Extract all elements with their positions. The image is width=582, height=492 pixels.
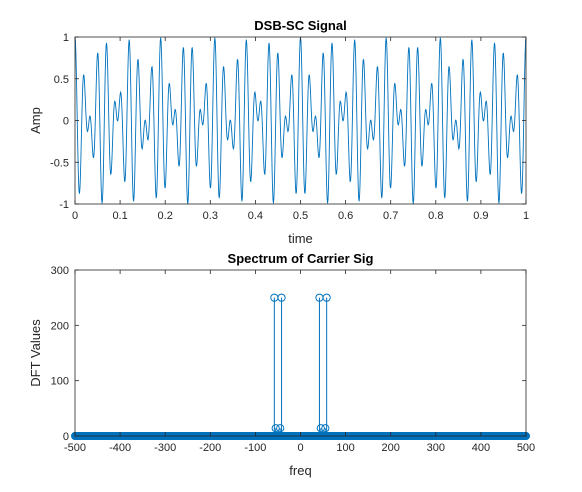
signal-plot-area (75, 37, 526, 204)
1-xtick-label: 0 (297, 442, 303, 454)
1-xtick-label: 100 (336, 442, 354, 454)
1-ytick-label: 100 (51, 376, 69, 388)
1-ytick-label: 0 (63, 431, 69, 443)
0-xtick-label: 0.8 (428, 210, 443, 222)
1-xtick-label: 500 (517, 442, 535, 454)
1-xtick-label: -300 (154, 442, 176, 454)
0-xtick-label: 0.5 (293, 210, 308, 222)
0-xtick-label: 0 (72, 210, 78, 222)
signal-title: DSB-SC Signal (254, 18, 346, 33)
0-ytick-label: 0 (63, 116, 69, 128)
0-xtick-label: 0.3 (203, 210, 218, 222)
spectrum-plot-box (74, 269, 527, 437)
spectrum-title: Spectrum of Carrier Sig (228, 251, 374, 266)
1-ytick-label: 300 (51, 265, 69, 277)
spectrum-stem-marker (316, 424, 325, 433)
1-xtick-label: -200 (199, 442, 221, 454)
spectrum-xlabel: freq (289, 463, 311, 478)
0-ytick-label: -1 (59, 199, 69, 211)
0-xtick-label: 0.1 (112, 210, 127, 222)
spectrum-stem-marker (271, 424, 280, 433)
signal-plot-box (74, 36, 527, 205)
spectrum-stem-marker (276, 424, 285, 433)
spectrum-plot-area (75, 270, 526, 436)
1-xtick-label: -100 (244, 442, 266, 454)
signal-plot: 0 0.1 0.2 0.3 0.4 0.5 0.6 0.7 0.8 0.9 1 -1 -0.5 0 0.5 1… (28, 18, 529, 246)
0-xtick-label: 0.9 (473, 210, 488, 222)
signal-ticks: 0 0.1 0.2 0.3 0.4 0.5 0.6 0.7 0.8 0.9 1 -1 -0.5 0 0.5 1 (50, 32, 529, 222)
0-ytick-label: -0.5 (50, 157, 69, 169)
1-xtick-label: -500 (64, 442, 86, 454)
1-xtick-label: -400 (109, 442, 131, 454)
spectrum-ticks: -500 -400 -300 -200 -100 0 100 200 300 400 500 0 100… (51, 265, 536, 454)
spectrum-ylabel: DFT Values (28, 319, 43, 387)
0-ytick-label: 0.5 (54, 74, 69, 86)
0-ytick-label: 1 (63, 32, 69, 44)
0-xtick-label: 1 (523, 210, 529, 222)
0-xtick-label: 0.7 (383, 210, 398, 222)
1-ytick-label: 200 (51, 320, 69, 332)
signal-ylabel: Amp (28, 107, 43, 134)
signal-xlabel: time (288, 231, 313, 246)
1-xtick-label: 200 (382, 442, 400, 454)
0-xtick-label: 0.2 (158, 210, 173, 222)
spectrum-stem-marker (277, 293, 286, 302)
0-xtick-label: 0.4 (248, 210, 263, 222)
spectrum-plot: -500 -400 -300 -200 -100 0 100 200 300 400 500 0 100… (28, 251, 535, 478)
0-xtick-label: 0.6 (338, 210, 353, 222)
spectrum-stem-marker (322, 293, 331, 302)
1-xtick-label: 400 (472, 442, 490, 454)
spectrum-stem-marker (321, 424, 330, 433)
1-xtick-label: 300 (427, 442, 445, 454)
